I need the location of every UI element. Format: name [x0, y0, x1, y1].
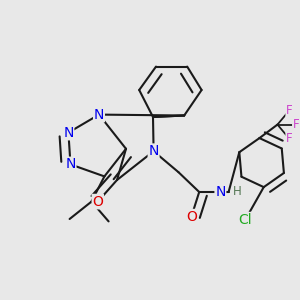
Text: H: H [233, 185, 242, 198]
Text: Cl: Cl [238, 213, 252, 226]
Text: N: N [94, 108, 104, 122]
Text: F: F [286, 104, 293, 117]
Text: N: N [215, 185, 226, 199]
Text: F: F [293, 118, 299, 131]
Text: N: N [63, 126, 74, 140]
Text: O: O [92, 195, 103, 208]
Text: N: N [148, 144, 159, 158]
Text: O: O [186, 210, 197, 224]
Text: F: F [286, 132, 293, 145]
Text: N: N [65, 158, 76, 171]
